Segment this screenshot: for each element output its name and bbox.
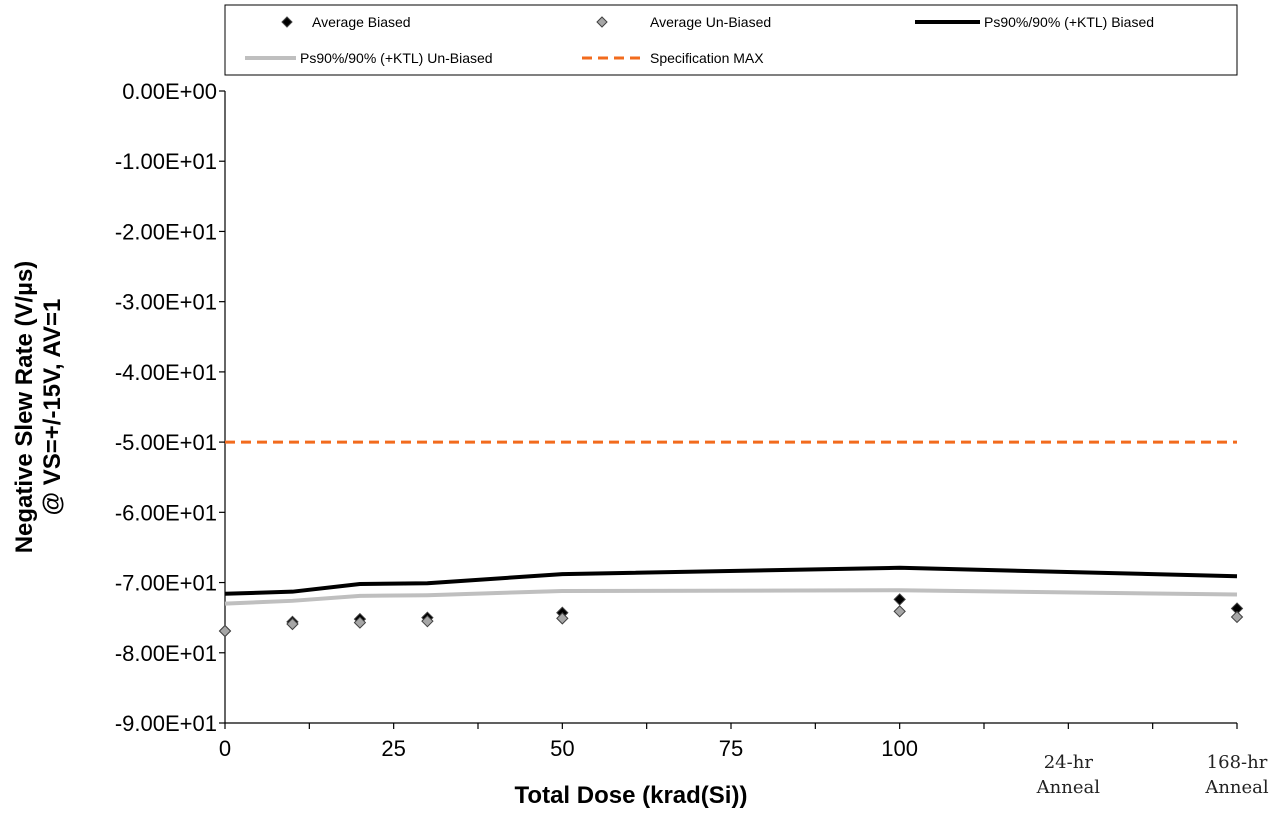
y-tick-label: -7.00E+01 [115,571,217,596]
x-tick-label: 25 [381,736,405,761]
x-tick-label: 0 [219,736,231,761]
data-point-average-un-biased [1230,610,1244,624]
legend-swatch-average-un-biased [596,16,608,28]
y-tick-label: -9.00E+01 [115,711,217,736]
y-axis-title-line2: @ VS=+/-15V, AV=1 [39,299,66,516]
series [218,440,1244,638]
series-line-ps90-90-ktl-biased [224,565,1238,596]
axes [219,90,1238,729]
legend-label-ps90-90-ktl-biased: Ps90%/90% (+KTL) Biased [984,14,1154,30]
data-point-average-un-biased [353,616,367,629]
x-tick-label: 100 [881,736,918,761]
x-tick-label-anneal: 168-hr [1207,752,1268,773]
y-tick-label: 0.00E+00 [122,79,217,104]
axis-labels: 0.00E+00 -1.00E+01 -2.00E+01 -3.00E+01 -4.00… [11,79,1269,809]
data-point-average-un-biased [893,605,906,618]
y-tick-label: -2.00E+01 [115,219,217,244]
x-tick-label-anneal: Anneal [1204,777,1269,798]
x-tick-label-anneal: Anneal [1036,777,1101,798]
legend-label-average-biased: Average Biased [312,14,411,30]
y-tick-label: -1.00E+01 [115,149,217,174]
data-point-average-un-biased [421,614,434,628]
x-tick-label-anneal: 24-hr [1044,752,1094,773]
legend: Average Biased Average Un-Biased Ps90%/90%… [224,4,1238,76]
y-tick-label: -6.00E+01 [115,500,217,525]
series-line-ps90-90-ktl-un-biased [224,588,1238,606]
x-axis-title: Total Dose (krad(Si)) [515,782,748,809]
legend-label-ps90-90-ktl-un-biased: Ps90%/90% (+KTL) Un-Biased [300,50,493,66]
y-tick-label: -8.00E+01 [115,641,217,666]
x-tick-label: 75 [719,736,743,761]
data-point-average-un-biased [286,617,299,631]
y-axis-title: Negative Slew Rate (V/µs) [11,261,38,554]
y-tick-label: -4.00E+01 [115,360,217,385]
legend-label-average-un-biased: Average Un-Biased [650,14,771,30]
legend-box [224,4,1238,76]
data-point-average-biased [893,593,906,606]
data-point-average-un-biased [556,612,569,625]
x-tick-label: 50 [550,736,574,761]
legend-label-specification-max: Specification MAX [650,50,764,66]
data-point-average-un-biased [218,624,232,638]
y-tick-label: -5.00E+01 [115,430,217,455]
y-tick-label: -3.00E+01 [115,290,217,315]
legend-swatch-average-biased [281,16,293,28]
